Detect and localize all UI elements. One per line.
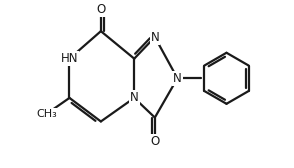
Text: CH₃: CH₃: [36, 109, 57, 119]
Text: HN: HN: [61, 52, 78, 65]
Text: N: N: [151, 31, 159, 44]
Text: N: N: [130, 91, 138, 104]
Text: N: N: [173, 72, 182, 85]
Text: O: O: [96, 3, 106, 16]
Text: O: O: [150, 135, 159, 148]
